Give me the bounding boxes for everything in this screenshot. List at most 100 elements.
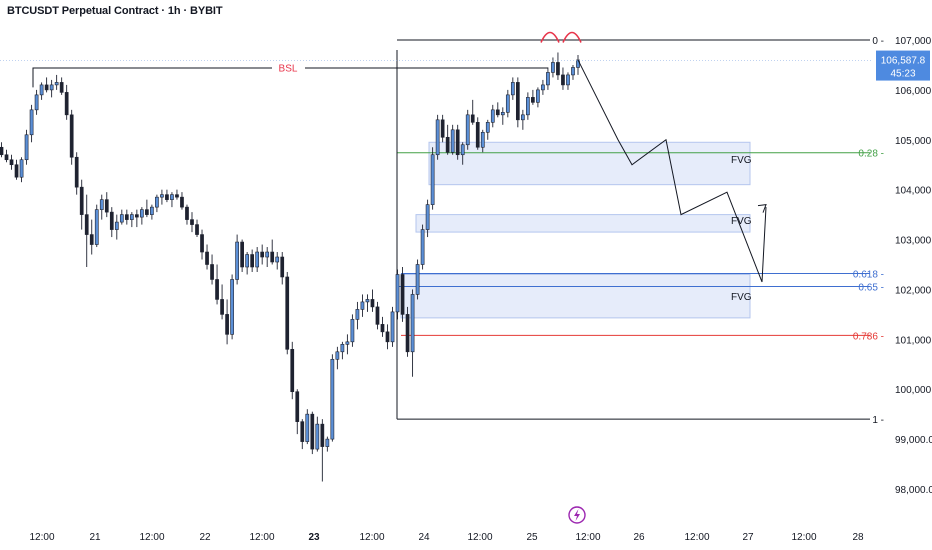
price-tag-value: 106,587.8 xyxy=(881,56,926,67)
candle-body xyxy=(0,146,4,156)
candle-body xyxy=(380,324,385,333)
y-tick-label: 100,000.0 xyxy=(895,385,932,396)
candle-body xyxy=(330,358,335,440)
candle-body xyxy=(415,264,420,295)
candle-body xyxy=(531,97,535,103)
candle-body xyxy=(260,251,265,258)
candle-body xyxy=(566,74,570,86)
candle-body xyxy=(44,84,49,91)
candle-body xyxy=(265,251,270,258)
candle-body xyxy=(310,413,315,450)
candle-body xyxy=(220,299,224,315)
x-tick-label: 12:00 xyxy=(791,532,816,543)
candle-body xyxy=(320,423,325,447)
candle-body xyxy=(14,164,19,178)
fvg-box xyxy=(400,273,751,319)
candle-body xyxy=(49,84,54,91)
top-arc-2 xyxy=(562,31,582,43)
candle-body xyxy=(245,254,249,268)
candle-body xyxy=(360,301,365,310)
candle-body xyxy=(455,129,460,156)
x-tick-label: 26 xyxy=(633,532,645,543)
candle-body xyxy=(460,144,465,156)
candle-body xyxy=(345,341,350,345)
candle-body xyxy=(250,254,255,268)
candle-body xyxy=(425,204,430,230)
lightning-icon xyxy=(568,506,586,524)
candle-body xyxy=(521,114,525,121)
candle-body xyxy=(335,351,340,360)
candle-body xyxy=(150,206,154,215)
candle-body xyxy=(440,119,445,138)
level-label: 1 - xyxy=(872,415,884,426)
candle-body xyxy=(561,74,565,86)
y-tick-label: 102,000.0 xyxy=(895,285,932,296)
candle-body xyxy=(119,214,124,223)
candle-body xyxy=(390,311,395,343)
candle-body xyxy=(536,89,540,103)
top-arc-1 xyxy=(540,31,560,43)
y-tick-label: 106,000.0 xyxy=(895,86,932,97)
x-tick-label: 27 xyxy=(742,532,754,543)
candle-body xyxy=(225,314,229,335)
bsl-label: BSL xyxy=(279,63,298,74)
candle-body xyxy=(445,136,450,153)
candle-body xyxy=(370,299,375,308)
fvg-box xyxy=(415,214,751,233)
candle-body xyxy=(355,309,360,320)
candle-body xyxy=(19,159,24,178)
candle-body xyxy=(185,206,189,220)
candle-body xyxy=(205,251,209,265)
candle-body xyxy=(240,241,244,268)
fvg-label: FVG xyxy=(731,155,752,166)
candle-body xyxy=(470,114,475,123)
candle-body xyxy=(94,209,99,245)
x-tick-label: 23 xyxy=(308,532,320,543)
candle-body xyxy=(541,84,545,91)
candle-body xyxy=(134,214,139,218)
candle-body xyxy=(385,331,390,343)
x-tick-label: 12:00 xyxy=(467,532,492,543)
fvg-label: FVG xyxy=(731,292,752,303)
x-axis: 12:00 21 12:00 22 12:00 23 12:00 24 12:00 25 12:00… xyxy=(29,532,864,543)
candle-body xyxy=(410,294,415,353)
candle-body xyxy=(160,194,164,198)
x-tick-label: 21 xyxy=(89,532,101,543)
candle-body xyxy=(190,219,194,225)
candle-body xyxy=(510,82,515,96)
candle-body xyxy=(365,299,370,303)
level-label: 0.28 - xyxy=(858,149,884,160)
x-tick-label: 25 xyxy=(526,532,538,543)
candle-body xyxy=(465,114,470,146)
candle-body xyxy=(210,264,214,280)
x-tick-label: 12:00 xyxy=(139,532,164,543)
candle-body xyxy=(285,276,290,350)
candle-body xyxy=(526,97,530,116)
candle-body xyxy=(350,319,355,343)
candle-body xyxy=(145,209,149,215)
y-tick-label: 99,000.0 xyxy=(895,435,932,446)
price-tag-countdown: 45:23 xyxy=(890,69,915,80)
projection-arrowhead xyxy=(757,204,767,213)
candle-body xyxy=(54,82,59,86)
level-label: 0.618 - xyxy=(853,269,884,280)
candle-body xyxy=(485,122,490,133)
candle-body xyxy=(290,349,295,393)
candle-body xyxy=(275,256,280,263)
candle-body xyxy=(505,94,510,113)
candle-body xyxy=(175,194,179,198)
x-tick-label: 12:00 xyxy=(29,532,54,543)
candle-body xyxy=(114,221,119,230)
x-tick-label: 24 xyxy=(418,532,430,543)
candle-body xyxy=(140,209,144,218)
candle-body xyxy=(295,391,300,422)
candle-body xyxy=(430,154,435,205)
candle-body xyxy=(4,154,9,161)
candle-body xyxy=(420,229,425,265)
y-tick-label: 105,000.0 xyxy=(895,136,932,147)
candle-body xyxy=(129,214,134,220)
candle-body xyxy=(546,72,550,86)
candles xyxy=(0,52,580,482)
candle-body xyxy=(109,211,114,230)
